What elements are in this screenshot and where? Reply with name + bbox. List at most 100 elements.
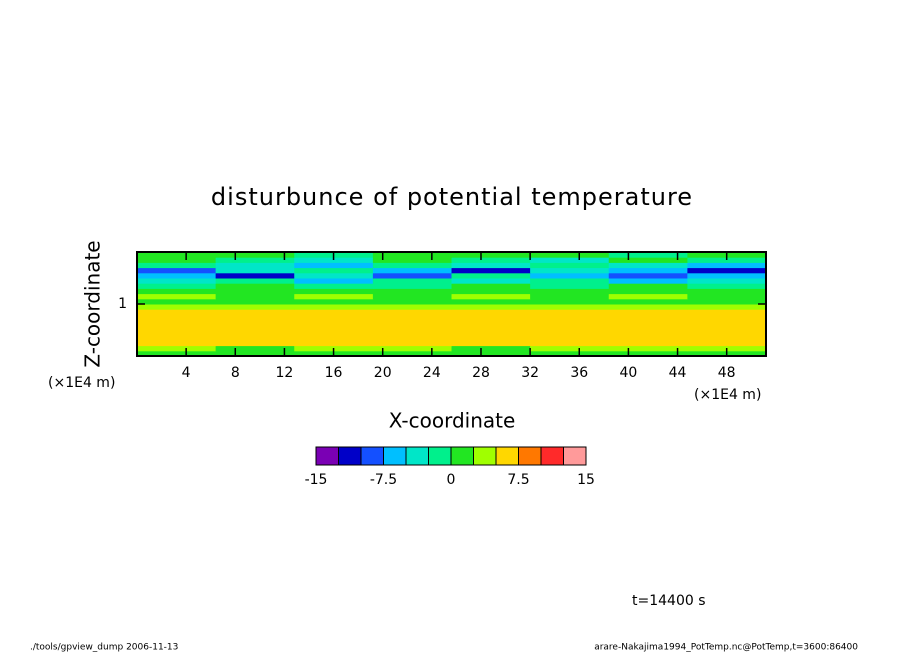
cell (687, 257, 767, 263)
x-tick-label: 16 (325, 365, 343, 381)
cell (687, 319, 767, 326)
cell (451, 298, 531, 305)
cell (215, 257, 295, 263)
cell (687, 288, 767, 295)
x-tick-label: 36 (570, 365, 588, 381)
cell (687, 272, 767, 279)
cell (137, 309, 217, 315)
cell (530, 324, 610, 331)
colorbar-swatch (473, 446, 497, 466)
cell (372, 340, 452, 347)
x-tick-label: 44 (669, 365, 687, 381)
cell (451, 304, 531, 310)
cell (137, 304, 217, 310)
cell (530, 283, 610, 289)
x-axis-label: X-coordinate (389, 409, 516, 433)
cell (451, 288, 531, 295)
cell (608, 283, 688, 289)
cell (451, 257, 531, 263)
colorbar-tick-label: 7.5 (507, 472, 529, 488)
cell (451, 283, 531, 289)
cell (530, 288, 610, 295)
cell (530, 330, 610, 336)
cell (687, 267, 767, 274)
x-tick-label: 48 (718, 365, 736, 381)
cell (137, 278, 217, 284)
cell (137, 257, 217, 263)
cell (294, 298, 374, 305)
cell (215, 252, 295, 258)
cell (687, 330, 767, 336)
colorbar-swatch (338, 446, 362, 466)
cell (451, 340, 531, 347)
x-tick-label: 40 (619, 365, 637, 381)
cell (137, 319, 217, 326)
cell (608, 267, 688, 274)
cell (137, 350, 217, 357)
x-tick-label: 32 (521, 365, 539, 381)
cell (372, 272, 452, 279)
cell (608, 252, 688, 258)
cell (215, 309, 295, 315)
cell (294, 288, 374, 295)
colorbar-swatch (450, 446, 474, 466)
cell (294, 335, 374, 341)
cell (215, 283, 295, 289)
cell (137, 283, 217, 289)
cell (294, 340, 374, 347)
cell (372, 278, 452, 284)
cell (608, 288, 688, 295)
cell (530, 257, 610, 263)
cell (215, 278, 295, 284)
cell (687, 309, 767, 315)
cell (294, 262, 374, 269)
cell (608, 278, 688, 284)
colorbar-swatch (383, 446, 407, 466)
cell (294, 319, 374, 326)
colorbar-swatch (540, 446, 564, 466)
colorbar-tick-label: 15 (577, 472, 595, 488)
cell (608, 304, 688, 310)
cell (294, 324, 374, 331)
cell (687, 298, 767, 305)
colorbar-swatch (518, 446, 542, 466)
cell (608, 335, 688, 341)
x-tick-label: 12 (276, 365, 294, 381)
y-tick-label: 1 (118, 296, 127, 312)
cell (215, 267, 295, 274)
y-unit: (×1E4 m) (48, 375, 115, 391)
cell (687, 335, 767, 341)
cell (530, 335, 610, 341)
x-unit: (×1E4 m) (694, 387, 761, 403)
cell (137, 298, 217, 305)
cell (608, 272, 688, 279)
cell (608, 330, 688, 336)
x-tick-label: 4 (182, 365, 191, 381)
cell (294, 293, 374, 300)
cell (451, 278, 531, 284)
cell (530, 345, 610, 352)
cell (215, 335, 295, 341)
cell (530, 314, 610, 321)
cell (451, 272, 531, 279)
y-axis-label: Z-coordinate (81, 240, 105, 367)
cell (372, 309, 452, 315)
cell (608, 350, 688, 357)
cell (137, 330, 217, 336)
cell (294, 314, 374, 321)
cell (215, 314, 295, 321)
cell (372, 252, 452, 258)
colorbar-swatch (405, 446, 429, 466)
cell (451, 319, 531, 326)
cell (530, 298, 610, 305)
colorbar-swatch (315, 446, 339, 466)
chart-title: disturbunce of potential temperature (211, 183, 693, 211)
cell (451, 350, 531, 357)
cell (294, 283, 374, 289)
cell (294, 272, 374, 279)
cell (687, 293, 767, 300)
cell (372, 283, 452, 289)
cell (608, 257, 688, 263)
cell (294, 267, 374, 274)
cell (215, 293, 295, 300)
